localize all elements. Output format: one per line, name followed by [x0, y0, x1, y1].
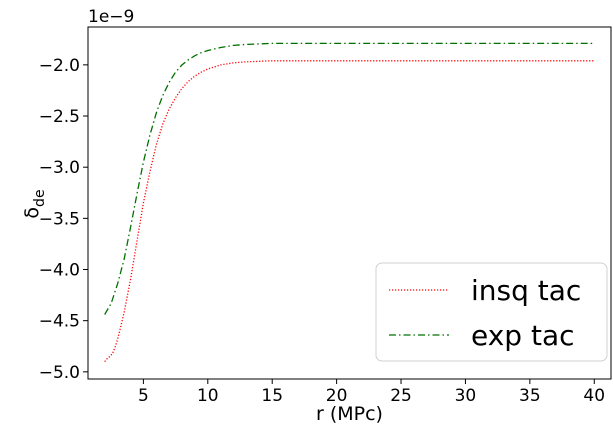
ticks-layer: 5 10 15 20 25 30 35 40 −5.0 −4.5 −4.0 −3.5 −3.0 −2.5 −…: [39, 56, 605, 406]
x-tick-label: 10: [197, 386, 219, 406]
series-layer: [104, 42, 595, 363]
x-tick-label: 40: [583, 386, 605, 406]
y-axis-label-group: δde: [21, 189, 48, 218]
y-tick-label: −3.0: [39, 158, 80, 178]
y-tick-label: −2.0: [39, 56, 80, 76]
x-tick-label: 25: [390, 386, 412, 406]
y-axis-label: δde: [21, 189, 48, 218]
x-tick-label: 20: [326, 386, 348, 406]
y-tick-label: −4.0: [39, 261, 80, 281]
plot-area-frame: [87, 26, 612, 380]
y-axis-label-symbol: δ: [21, 207, 43, 219]
legend-label-insq-tac: insq tac: [471, 274, 581, 307]
legend-box: [375, 262, 608, 362]
x-tick-label: 5: [138, 386, 149, 406]
legend-label-exp-tac: exp tac: [471, 319, 575, 352]
y-tick-label: −4.5: [39, 312, 80, 332]
y-axis-label-subscript: de: [32, 189, 48, 207]
x-tick-label: 30: [455, 386, 477, 406]
y-tick-label: −2.5: [39, 107, 80, 127]
x-axis-label: r (MPc): [316, 403, 383, 425]
y-axis-offset-label: 1e−9: [88, 7, 134, 27]
x-tick-label: 35: [519, 386, 541, 406]
y-tick-label: −5.0: [39, 363, 80, 383]
x-tick-label: 15: [261, 386, 283, 406]
legend: insq tac exp tac: [375, 262, 608, 362]
y-tick-label: −3.5: [39, 209, 80, 229]
series-line-exp-tac: [104, 42, 595, 315]
